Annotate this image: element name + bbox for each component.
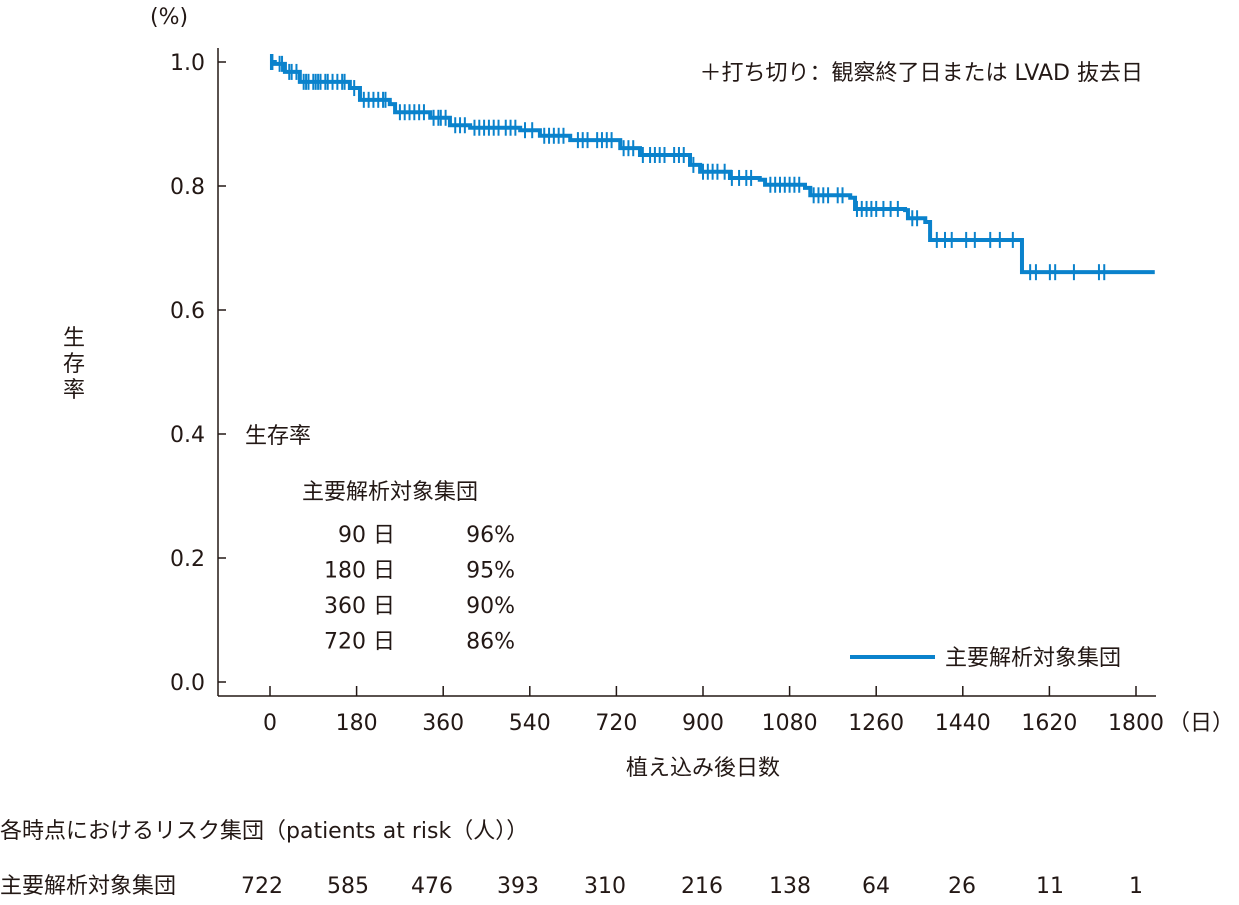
x-tick-label: 540 bbox=[509, 711, 551, 736]
risk-count: 26 bbox=[948, 874, 976, 899]
y-unit-label: (%) bbox=[150, 5, 188, 30]
risk-count: 585 bbox=[327, 874, 369, 899]
y-tick-label: 0.2 bbox=[170, 547, 205, 572]
risk-count: 11 bbox=[1036, 874, 1064, 899]
survival-value: 95% bbox=[466, 559, 515, 584]
risk-count: 722 bbox=[241, 874, 283, 899]
x-tick-label: 1260 bbox=[848, 711, 904, 736]
x-tick-label: 1440 bbox=[935, 711, 991, 736]
y-tick-label: 0.4 bbox=[170, 423, 205, 448]
survival-table-title: 生存率 bbox=[245, 424, 311, 449]
y-tick-label: 0.8 bbox=[170, 175, 205, 200]
survival-summary-table: 生存率 主要解析対象集団 90 日 96% 180 日 95% 360 日 90% 720 … bbox=[245, 424, 515, 655]
legend-label: 主要解析対象集団 bbox=[945, 646, 1121, 671]
legend: 主要解析対象集団 bbox=[850, 646, 1121, 671]
x-tick-label: 360 bbox=[422, 711, 464, 736]
survival-time: 180 日 bbox=[324, 559, 395, 584]
survival-time: 360 日 bbox=[324, 594, 395, 619]
y-tick-label: 1.0 bbox=[170, 51, 205, 76]
x-unit-label: （日） bbox=[1168, 711, 1234, 736]
risk-table-group: 主要解析対象集団 bbox=[0, 874, 176, 899]
survival-time: 90 日 bbox=[338, 523, 395, 548]
y-tick-label: 0.6 bbox=[170, 299, 205, 324]
risk-count: 393 bbox=[497, 874, 539, 899]
survival-table-group: 主要解析対象集団 bbox=[302, 480, 478, 505]
risk-count: 216 bbox=[681, 874, 723, 899]
survival-time: 720 日 bbox=[324, 630, 395, 655]
risk-count: 476 bbox=[411, 874, 453, 899]
survival-value: 96% bbox=[466, 523, 515, 548]
x-tick-label: 0 bbox=[263, 711, 277, 736]
x-tick-label: 1620 bbox=[1021, 711, 1077, 736]
y-tick-label: 0.0 bbox=[170, 671, 205, 696]
risk-count: 310 bbox=[584, 874, 626, 899]
x-tick-label: 180 bbox=[336, 711, 378, 736]
risk-count: 64 bbox=[862, 874, 890, 899]
x-tick-label: 900 bbox=[682, 711, 724, 736]
censor-note: ＋打ち切り：観察終了日または LVAD 抜去日 bbox=[700, 61, 1143, 86]
survival-value: 86% bbox=[466, 630, 515, 655]
x-tick-label: 1800 bbox=[1108, 711, 1164, 736]
survival-curve bbox=[270, 60, 1155, 275]
risk-count: 1 bbox=[1129, 874, 1143, 899]
survival-value: 90% bbox=[466, 594, 515, 619]
y-axis-label: 生存率 bbox=[63, 326, 85, 403]
x-axis-label: 植え込み後日数 bbox=[626, 756, 780, 781]
x-tick-label: 1080 bbox=[762, 711, 818, 736]
risk-table-title: 各時点におけるリスク集団（patients at risk（人）） bbox=[0, 819, 528, 844]
risk-count: 138 bbox=[769, 874, 811, 899]
x-tick-label: 720 bbox=[595, 711, 637, 736]
